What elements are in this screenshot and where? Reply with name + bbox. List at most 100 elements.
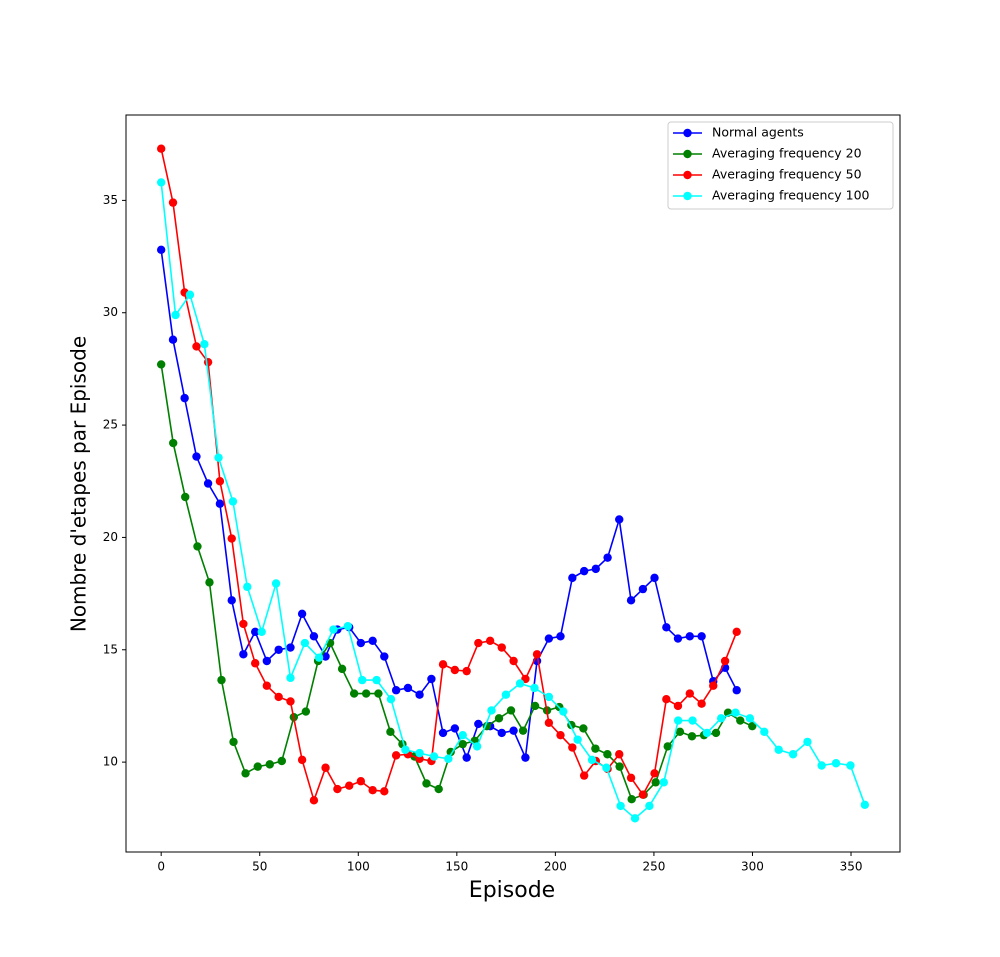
legend-label: Normal agents bbox=[712, 125, 804, 140]
data-point bbox=[349, 689, 359, 698]
data-point bbox=[380, 787, 389, 796]
data-point bbox=[286, 673, 295, 683]
y-tick-label: 15 bbox=[103, 642, 118, 656]
legend-marker bbox=[683, 191, 692, 201]
data-point bbox=[227, 534, 236, 543]
data-point bbox=[544, 718, 554, 728]
data-point bbox=[530, 683, 539, 693]
data-point bbox=[250, 627, 260, 636]
data-point bbox=[321, 652, 330, 661]
data-point bbox=[602, 763, 611, 772]
data-point bbox=[361, 689, 371, 698]
data-point bbox=[662, 623, 671, 632]
data-point bbox=[615, 515, 624, 524]
data-point bbox=[626, 596, 636, 605]
data-point bbox=[262, 681, 272, 690]
data-point bbox=[817, 761, 826, 770]
data-point bbox=[506, 706, 516, 715]
data-point bbox=[638, 790, 648, 799]
data-point bbox=[444, 754, 453, 763]
data-point bbox=[368, 786, 377, 795]
data-point bbox=[239, 650, 248, 659]
legend-marker bbox=[683, 149, 692, 159]
data-point bbox=[429, 752, 439, 761]
data-point bbox=[515, 679, 525, 688]
data-point bbox=[309, 632, 319, 641]
data-point bbox=[358, 675, 367, 685]
data-point bbox=[274, 645, 283, 654]
data-point bbox=[532, 650, 542, 659]
data-point bbox=[603, 553, 612, 562]
data-point bbox=[568, 573, 577, 583]
data-point bbox=[205, 578, 214, 587]
data-point bbox=[386, 695, 396, 704]
data-point bbox=[487, 706, 496, 715]
data-point bbox=[497, 728, 506, 738]
data-point bbox=[472, 742, 482, 751]
data-point bbox=[497, 643, 506, 652]
data-point bbox=[386, 727, 395, 736]
data-point bbox=[180, 393, 189, 403]
data-point bbox=[591, 744, 600, 753]
data-point bbox=[391, 686, 401, 695]
legend-label: Averaging frequency 100 bbox=[712, 188, 870, 203]
data-point bbox=[494, 714, 504, 723]
x-tick-label: 200 bbox=[544, 860, 567, 874]
series-line bbox=[160, 148, 738, 803]
data-point bbox=[651, 778, 660, 787]
data-point bbox=[450, 724, 460, 733]
data-point bbox=[274, 692, 283, 702]
data-point bbox=[243, 582, 252, 592]
data-point bbox=[422, 779, 431, 788]
data-point bbox=[228, 497, 238, 506]
data-point bbox=[215, 499, 225, 508]
data-point bbox=[438, 660, 448, 669]
data-point bbox=[732, 686, 741, 695]
data-point bbox=[645, 801, 654, 811]
data-point bbox=[345, 781, 354, 790]
x-tick-label: 350 bbox=[840, 860, 863, 874]
data-point bbox=[627, 794, 636, 804]
data-point bbox=[474, 638, 483, 648]
data-point bbox=[427, 674, 436, 684]
data-point bbox=[650, 573, 659, 583]
data-point bbox=[227, 596, 236, 605]
data-point bbox=[748, 721, 757, 731]
y-tick-label: 30 bbox=[103, 305, 118, 319]
data-point bbox=[474, 719, 483, 729]
data-point bbox=[181, 492, 190, 502]
data-point bbox=[731, 708, 740, 717]
data-point bbox=[356, 638, 366, 648]
data-point bbox=[314, 653, 324, 662]
data-point bbox=[688, 716, 697, 725]
x-tick-label: 150 bbox=[445, 860, 468, 874]
data-point bbox=[501, 690, 511, 699]
data-point bbox=[301, 707, 311, 716]
data-point bbox=[509, 656, 518, 666]
data-point bbox=[662, 695, 671, 704]
data-point bbox=[803, 737, 812, 747]
data-point bbox=[774, 745, 783, 754]
data-point bbox=[702, 728, 712, 738]
data-point bbox=[544, 634, 554, 643]
data-point bbox=[215, 477, 225, 486]
data-point bbox=[286, 697, 295, 706]
data-point bbox=[168, 335, 178, 344]
data-point bbox=[297, 755, 307, 765]
data-point bbox=[337, 664, 347, 674]
data-point bbox=[271, 579, 281, 588]
data-point bbox=[415, 748, 424, 758]
data-point bbox=[603, 750, 612, 759]
data-point bbox=[277, 756, 287, 766]
data-point bbox=[253, 762, 262, 771]
legend-box bbox=[667, 121, 894, 210]
data-point bbox=[673, 716, 683, 725]
data-point bbox=[192, 342, 201, 351]
data-point bbox=[615, 762, 624, 771]
data-point bbox=[214, 453, 223, 462]
data-point bbox=[333, 784, 342, 794]
y-axis-label: Nombre d'etapes par Episode bbox=[67, 336, 91, 632]
data-point bbox=[156, 360, 166, 369]
data-point bbox=[518, 726, 528, 735]
data-point bbox=[156, 144, 166, 153]
